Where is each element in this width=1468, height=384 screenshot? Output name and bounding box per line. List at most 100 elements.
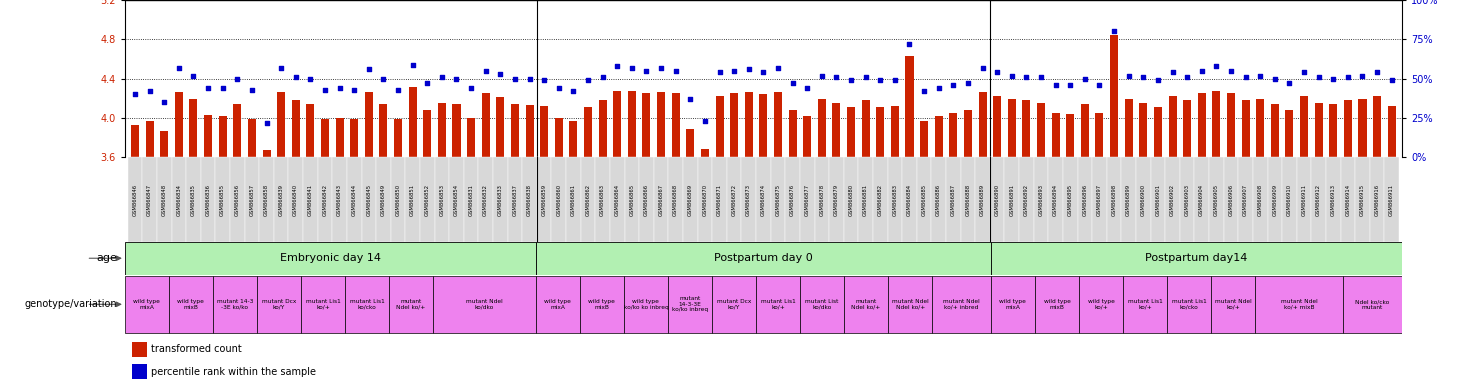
Bar <box>1252 157 1267 242</box>
Bar <box>1255 276 1343 333</box>
Bar <box>1355 157 1370 242</box>
Text: GSM866832: GSM866832 <box>483 184 489 216</box>
Bar <box>1257 99 1264 157</box>
Point <box>182 73 206 79</box>
Point <box>956 80 979 86</box>
Bar <box>1326 157 1340 242</box>
Bar <box>567 157 581 242</box>
Bar <box>1358 99 1367 157</box>
Point <box>1191 68 1214 74</box>
Point <box>634 68 658 74</box>
Point <box>138 88 161 94</box>
Bar <box>1329 104 1337 157</box>
Point <box>1073 76 1097 82</box>
Text: GSM866893: GSM866893 <box>1038 184 1044 216</box>
Bar <box>888 157 903 242</box>
Bar <box>452 104 461 157</box>
Text: Postpartum day 0: Postpartum day 0 <box>713 253 813 263</box>
Bar <box>741 157 756 242</box>
Bar <box>712 276 756 333</box>
Point <box>752 70 775 76</box>
Point <box>840 77 863 83</box>
Bar <box>364 93 373 157</box>
Bar <box>859 157 873 242</box>
Text: GSM866912: GSM866912 <box>1317 184 1321 216</box>
Bar <box>379 104 388 157</box>
Bar <box>1151 157 1166 242</box>
Point <box>1132 74 1155 80</box>
Bar <box>1373 96 1381 157</box>
Text: GSM866883: GSM866883 <box>893 184 897 216</box>
Text: mutant Dcx
ko/Y: mutant Dcx ko/Y <box>261 299 297 310</box>
Bar <box>172 157 186 242</box>
Text: GSM866870: GSM866870 <box>702 184 708 216</box>
Bar <box>1080 104 1089 157</box>
Text: GSM866842: GSM866842 <box>323 184 327 216</box>
Point <box>123 91 147 98</box>
Text: wild type
mixA: wild type mixA <box>1000 299 1026 310</box>
Bar <box>570 121 577 157</box>
Bar <box>832 103 841 157</box>
Point <box>970 65 994 71</box>
Bar <box>847 107 854 157</box>
Text: Ndel ko/cko
mutant: Ndel ko/cko mutant <box>1355 299 1390 310</box>
Text: transformed count: transformed count <box>151 344 242 354</box>
Bar <box>1343 100 1352 157</box>
Text: GSM866872: GSM866872 <box>731 184 737 216</box>
Text: mutant List
ko/dko: mutant List ko/dko <box>806 299 838 310</box>
Bar <box>964 110 972 157</box>
Text: mutant Lis1
ko/cko: mutant Lis1 ko/cko <box>1171 299 1207 310</box>
Bar <box>584 107 592 157</box>
Text: GSM866900: GSM866900 <box>1141 184 1147 216</box>
Point <box>1161 70 1185 76</box>
Point <box>241 87 264 93</box>
Bar <box>277 91 285 157</box>
Bar <box>345 276 389 333</box>
Text: GSM866851: GSM866851 <box>410 184 415 216</box>
Text: GSM866885: GSM866885 <box>922 184 926 216</box>
Bar <box>628 91 636 157</box>
Text: GSM866841: GSM866841 <box>308 184 313 216</box>
Text: GSM866858: GSM866858 <box>264 184 269 216</box>
Point <box>430 74 454 80</box>
Point <box>445 76 468 82</box>
Bar <box>1123 276 1167 333</box>
Text: GSM866852: GSM866852 <box>424 184 430 216</box>
Point <box>854 74 878 80</box>
Point <box>766 65 790 71</box>
Bar <box>609 157 624 242</box>
Bar <box>145 121 154 157</box>
Text: mutant Lis1
ko/+: mutant Lis1 ko/+ <box>1127 299 1163 310</box>
Text: mutant Lis1
ko/+: mutant Lis1 ko/+ <box>305 299 341 310</box>
Bar <box>393 119 402 157</box>
Text: GSM866874: GSM866874 <box>760 184 766 216</box>
Bar <box>596 157 609 242</box>
Bar <box>994 96 1001 157</box>
Text: GSM866868: GSM866868 <box>674 184 678 216</box>
Bar <box>263 149 270 157</box>
Text: GSM866889: GSM866889 <box>981 184 985 216</box>
Bar <box>540 106 548 157</box>
Bar <box>891 106 898 157</box>
Bar <box>389 276 433 333</box>
Bar <box>292 100 299 157</box>
Point <box>562 88 586 94</box>
Point <box>1102 28 1126 35</box>
Bar <box>433 276 536 333</box>
Bar <box>774 91 782 157</box>
Point <box>1058 82 1082 88</box>
Bar <box>715 96 724 157</box>
Text: GSM866898: GSM866898 <box>1111 184 1117 216</box>
Point <box>342 87 366 93</box>
Bar <box>888 276 932 333</box>
Bar <box>1195 157 1210 242</box>
Bar <box>876 107 884 157</box>
Text: wild type
mixB: wild type mixB <box>589 299 615 310</box>
Bar <box>818 99 826 157</box>
Bar <box>511 104 520 157</box>
Point <box>592 74 615 80</box>
Bar <box>1296 157 1311 242</box>
Bar <box>1180 157 1195 242</box>
Bar <box>1311 157 1326 242</box>
Text: GSM866871: GSM866871 <box>716 184 722 216</box>
